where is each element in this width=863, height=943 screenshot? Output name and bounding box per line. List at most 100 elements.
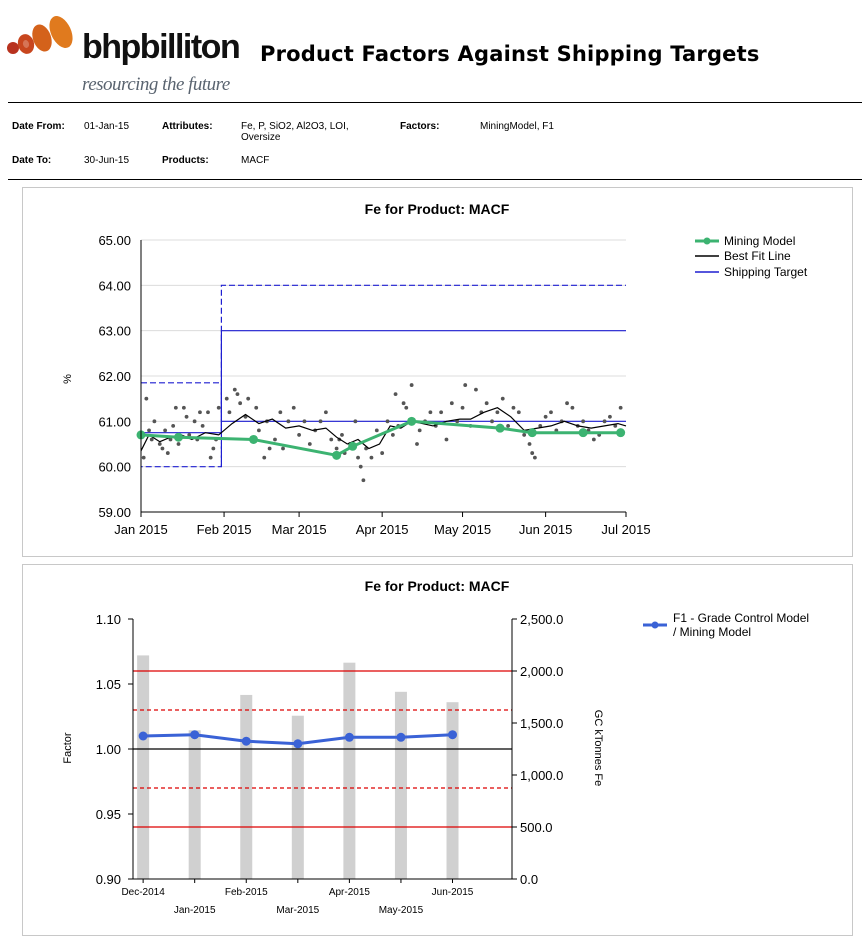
sample-point [281,446,285,451]
factors-value: MiningModel, F1 [480,121,554,132]
mining-model-point [249,434,259,444]
sample-point [549,410,553,415]
chart1-xtick-label: Jan 2015 [114,522,168,537]
chart1-legend: Mining Model Best Fit Line Shipping Targ… [695,234,808,279]
sample-point [506,423,510,428]
factors-label: Factors: [400,121,440,132]
mining-model-point [578,428,588,438]
chart2-y2tick-label: 0.0 [520,872,538,887]
chart2-y2tick-label: 2,500.0 [520,612,563,627]
mining-model-point [407,416,417,426]
mining-model-point [616,428,626,438]
chart1-ytick-label: 62.00 [98,369,131,384]
sample-point [340,433,344,437]
chart1-xtick-label: Jun 2015 [519,522,573,537]
sample-point [257,428,261,433]
legend-f1-line1: F1 - Grade Control Model [673,611,809,625]
sample-point [439,410,444,415]
chart1-ytick-label: 64.00 [98,278,131,293]
sample-point [224,396,229,401]
sample-point [358,464,363,469]
tonnes-bar [394,691,407,879]
sample-point [356,455,360,460]
sample-point [160,446,165,451]
mining-model-point [495,423,505,433]
sample-point [144,396,149,401]
f1-factor-chart: Fe for Product: MACF Factor GC kTonnes F… [62,578,809,916]
sample-point [455,419,460,424]
f1-factor-point [293,739,303,749]
sample-point [267,446,272,451]
brand-tagline: resourcing the future [82,74,230,95]
sample-point [206,410,210,415]
sample-point [157,442,162,446]
sample-point [602,419,607,424]
f1-factor-point [138,731,148,741]
chart2-xtick-label: Feb-2015 [225,887,268,898]
chart2-title: Fe for Product: MACF [365,578,510,594]
shipping-target-line [220,330,626,433]
chart1-title: Fe for Product: MACF [365,201,510,217]
chart2-xtick-label: Apr-2015 [329,887,371,898]
sample-point [527,442,532,446]
sample-point [543,414,548,419]
sample-point [168,437,173,442]
chart2-xtick-label: Dec-2014 [121,887,165,898]
chart2-xtick-label: Mar-2015 [276,905,319,916]
sample-point [401,401,406,406]
f1-factor-point [396,732,406,742]
sample-point [538,423,543,428]
report-title: Product Factors Against Shipping Targets [260,42,760,66]
chart1-ylabel: % [62,374,74,384]
bhp-logo-icon [7,16,73,54]
sample-point [404,405,409,410]
attributes-label: Attributes: [162,121,213,132]
chart2-y2tick-label: 1,500.0 [520,716,563,731]
sample-point [323,410,328,415]
sample-point [278,410,283,415]
legend-shipping-target: Shipping Target [724,265,808,279]
legend-mining-model: Mining Model [724,234,795,248]
sample-point [484,401,489,406]
date-from-label: Date From: [12,121,65,132]
sample-point [141,455,146,460]
sample-point [490,419,494,424]
report-parameters: Date From: 01-Jan-15 Attributes: Fe, P, … [0,112,863,176]
legend-f1-line2: / Mining Model [673,625,751,639]
sample-point [163,428,168,433]
chart2-ytick-label: 1.05 [96,677,121,692]
sample-point [516,410,521,415]
sample-point [361,478,366,483]
mining-model-point [527,428,537,438]
report-header: bhpbilliton resourcing the future Produc… [0,0,863,104]
attributes-value-line1: Fe, P, SiO2, Al2O3, LOI, [241,121,349,132]
sample-point [198,410,202,415]
sample-point [254,405,259,410]
chart1-xtick-label: Feb 2015 [197,522,252,537]
sample-point [385,419,390,424]
sample-point [165,451,170,455]
chart1-xtick-label: May 2015 [434,522,491,537]
sample-point [495,410,500,415]
mining-model-point [332,450,342,460]
sample-point [200,423,205,428]
sample-point [227,410,232,415]
sample-point [500,396,505,401]
sample-point [173,405,178,410]
sample-point [297,433,301,437]
tonnes-bar [291,715,304,879]
sample-point [246,396,251,401]
chart1-xtick-label: Apr 2015 [356,522,409,537]
sample-point [409,383,414,387]
best-fit-line [140,407,627,452]
sample-point [273,437,277,442]
chart2-ytick-label: 1.00 [96,742,121,757]
sample-point [417,428,422,433]
sample-point [463,383,468,387]
sample-point [235,392,240,397]
mining-model-point [348,441,358,451]
attributes-value-line2: Oversize [241,132,281,143]
sample-point [449,401,454,406]
chart2-y2tick-label: 2,000.0 [520,664,563,679]
f1-factor-chart-panel: Fe for Product: MACF Factor GC kTonnes F… [22,564,853,936]
